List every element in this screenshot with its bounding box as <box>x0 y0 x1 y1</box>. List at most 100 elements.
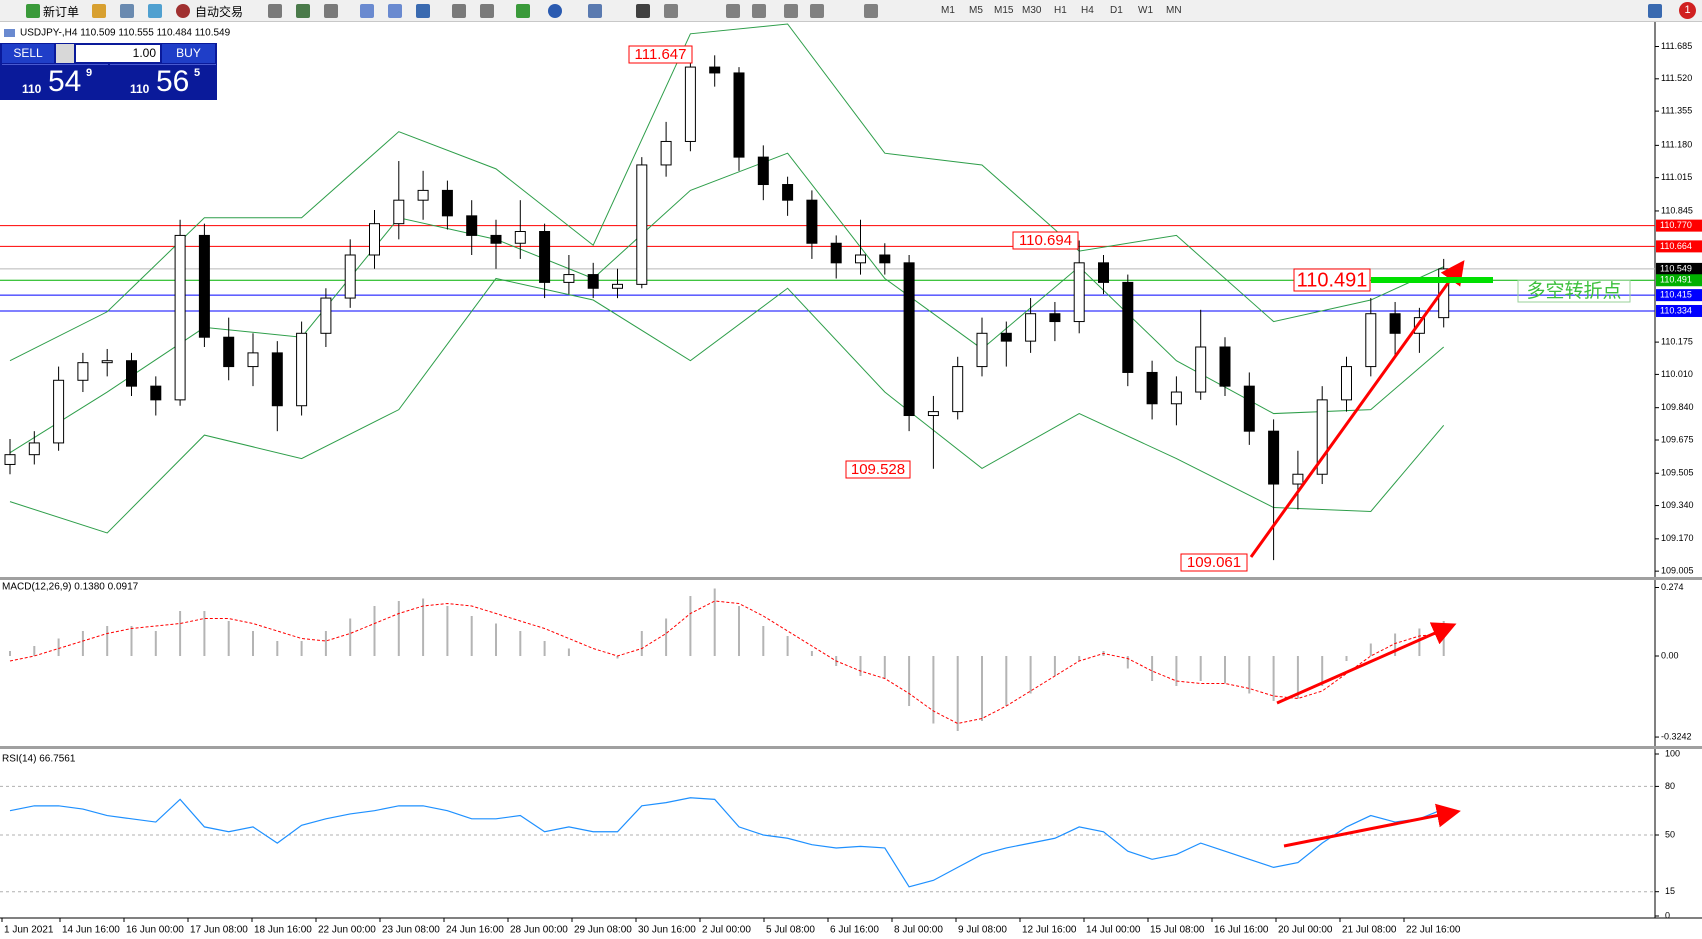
price-level-tag <box>1656 262 1702 275</box>
trend-arrow <box>1283 803 1461 848</box>
lot-down[interactable] <box>56 44 74 63</box>
price-pips: 54 <box>48 65 82 98</box>
candle-body <box>952 366 964 413</box>
price-level-label: 110.770 <box>1660 220 1692 230</box>
toolbar-icon[interactable] <box>388 4 402 18</box>
notification-badge[interactable]: 1 <box>1679 2 1696 19</box>
price-pips: 56 <box>156 65 190 98</box>
y-tick-label: 0.00 <box>1661 650 1679 660</box>
toolbar-icon[interactable] <box>864 4 878 18</box>
timeframe-button[interactable]: M15 <box>994 5 1014 16</box>
toolbar-icon[interactable] <box>92 4 106 18</box>
x-tick-label: 2 Jul 00:00 <box>702 925 751 936</box>
x-tick-label: 9 Jul 08:00 <box>958 925 1007 936</box>
x-tick-label: 12 Jul 16:00 <box>1022 925 1077 936</box>
candle-body <box>830 242 842 264</box>
candle-body <box>150 385 162 401</box>
buy-price[interactable]: 110 56 5 <box>110 64 216 100</box>
toolbar-icon[interactable] <box>296 4 310 18</box>
price-level-label: 110.664 <box>1660 241 1692 251</box>
candle-body <box>1000 332 1012 342</box>
price-level-tag <box>1656 240 1702 253</box>
candle-body <box>1292 473 1304 485</box>
candle-body <box>1243 385 1255 432</box>
candle-body <box>976 332 988 368</box>
lot-input[interactable]: 1.00 <box>76 45 160 62</box>
x-tick-label: 20 Jul 00:00 <box>1278 925 1333 936</box>
toolbar-icon[interactable] <box>324 4 338 18</box>
sell-button[interactable]: SELL <box>2 44 54 63</box>
x-tick-label: 22 Jun 00:00 <box>318 925 376 936</box>
candle-body <box>879 254 891 264</box>
rsi-line <box>9 797 1444 888</box>
candle-body <box>53 379 65 444</box>
price-big-figure: 110 <box>130 82 150 96</box>
toolbar-icon[interactable] <box>810 4 824 18</box>
candle-body <box>1316 399 1328 475</box>
toolbar-icon[interactable] <box>548 4 562 18</box>
buy-button[interactable]: BUY <box>162 44 215 63</box>
y-tick-label: 111.520 <box>1661 73 1692 83</box>
y-tick-label: 110.175 <box>1661 336 1693 346</box>
timeframe-button[interactable]: H1 <box>1054 5 1067 16</box>
search-icon[interactable] <box>1648 4 1662 18</box>
toolbar-icon[interactable] <box>726 4 740 18</box>
candle-body <box>806 199 818 244</box>
timeframe-button[interactable]: D1 <box>1110 5 1123 16</box>
macd-title: MACD(12,26,9) 0.1380 0.0917 <box>2 582 139 593</box>
toolbar-icon[interactable] <box>268 4 282 18</box>
timeframe-button[interactable]: W1 <box>1138 5 1153 16</box>
y-tick-label: 110.845 <box>1661 205 1693 215</box>
x-tick-label: 22 Jul 16:00 <box>1406 925 1461 936</box>
candle-body <box>855 254 866 264</box>
toolbar-icon[interactable] <box>452 4 466 18</box>
y-tick-label: -0.3242 <box>1661 731 1692 741</box>
toolbar-icon[interactable] <box>784 4 798 18</box>
candle-body <box>1098 262 1109 283</box>
sell-price[interactable]: 110 54 9 <box>2 64 108 100</box>
price-level-label: 110.491 <box>1660 275 1692 285</box>
toolbar-icon[interactable] <box>120 4 134 18</box>
toolbar-icon[interactable] <box>516 4 530 18</box>
timeframe-button[interactable]: MN <box>1166 5 1182 16</box>
candle-body <box>77 362 89 381</box>
toolbar-icon[interactable] <box>480 4 494 18</box>
x-tick-label: 6 Jul 16:00 <box>830 925 879 936</box>
toolbar-icon[interactable] <box>588 4 602 18</box>
marker-label: 110.491 <box>1297 269 1368 291</box>
toolbar-icon[interactable] <box>148 4 162 18</box>
toolbar-icon[interactable] <box>636 4 650 18</box>
toolbar-icon[interactable] <box>664 4 678 18</box>
candle-body <box>1389 313 1401 334</box>
rsi-title: RSI(14) 66.7561 <box>2 754 76 765</box>
candle-body <box>903 262 915 417</box>
timeframe-button[interactable]: H4 <box>1081 5 1094 16</box>
toolbar-icon[interactable] <box>416 4 430 18</box>
timeframe-button[interactable]: M5 <box>969 5 983 16</box>
timeframe-button[interactable]: M30 <box>1022 5 1042 16</box>
candle-body <box>733 72 745 158</box>
toolbar-icon[interactable] <box>752 4 766 18</box>
toolbar-icon[interactable] <box>360 4 374 18</box>
candle-body <box>1170 391 1182 405</box>
candle-body <box>1413 317 1425 334</box>
candle-body <box>1341 366 1352 401</box>
turning-point-box <box>1517 279 1631 303</box>
y-tick-label: 111.685 <box>1661 41 1692 51</box>
timeframe-button[interactable]: M1 <box>941 5 955 16</box>
y-tick-label: 111.355 <box>1661 105 1692 115</box>
candle-body <box>636 164 648 285</box>
toolbar-button[interactable]: 自动交易 <box>195 5 244 19</box>
y-tick-label: 109.675 <box>1661 434 1694 444</box>
candle-body <box>344 254 356 299</box>
x-tick-label: 16 Jul 16:00 <box>1214 925 1269 936</box>
y-tick-label: 111.015 <box>1661 172 1692 182</box>
price-level-label: 110.334 <box>1660 305 1692 315</box>
x-tick-label: 23 Jun 08:00 <box>382 925 440 936</box>
y-tick-label: 15 <box>1665 886 1675 896</box>
price-annotation: 111.647 <box>635 46 687 63</box>
toolbar-button[interactable]: 新订单 <box>43 5 80 19</box>
candle-body <box>587 274 599 289</box>
